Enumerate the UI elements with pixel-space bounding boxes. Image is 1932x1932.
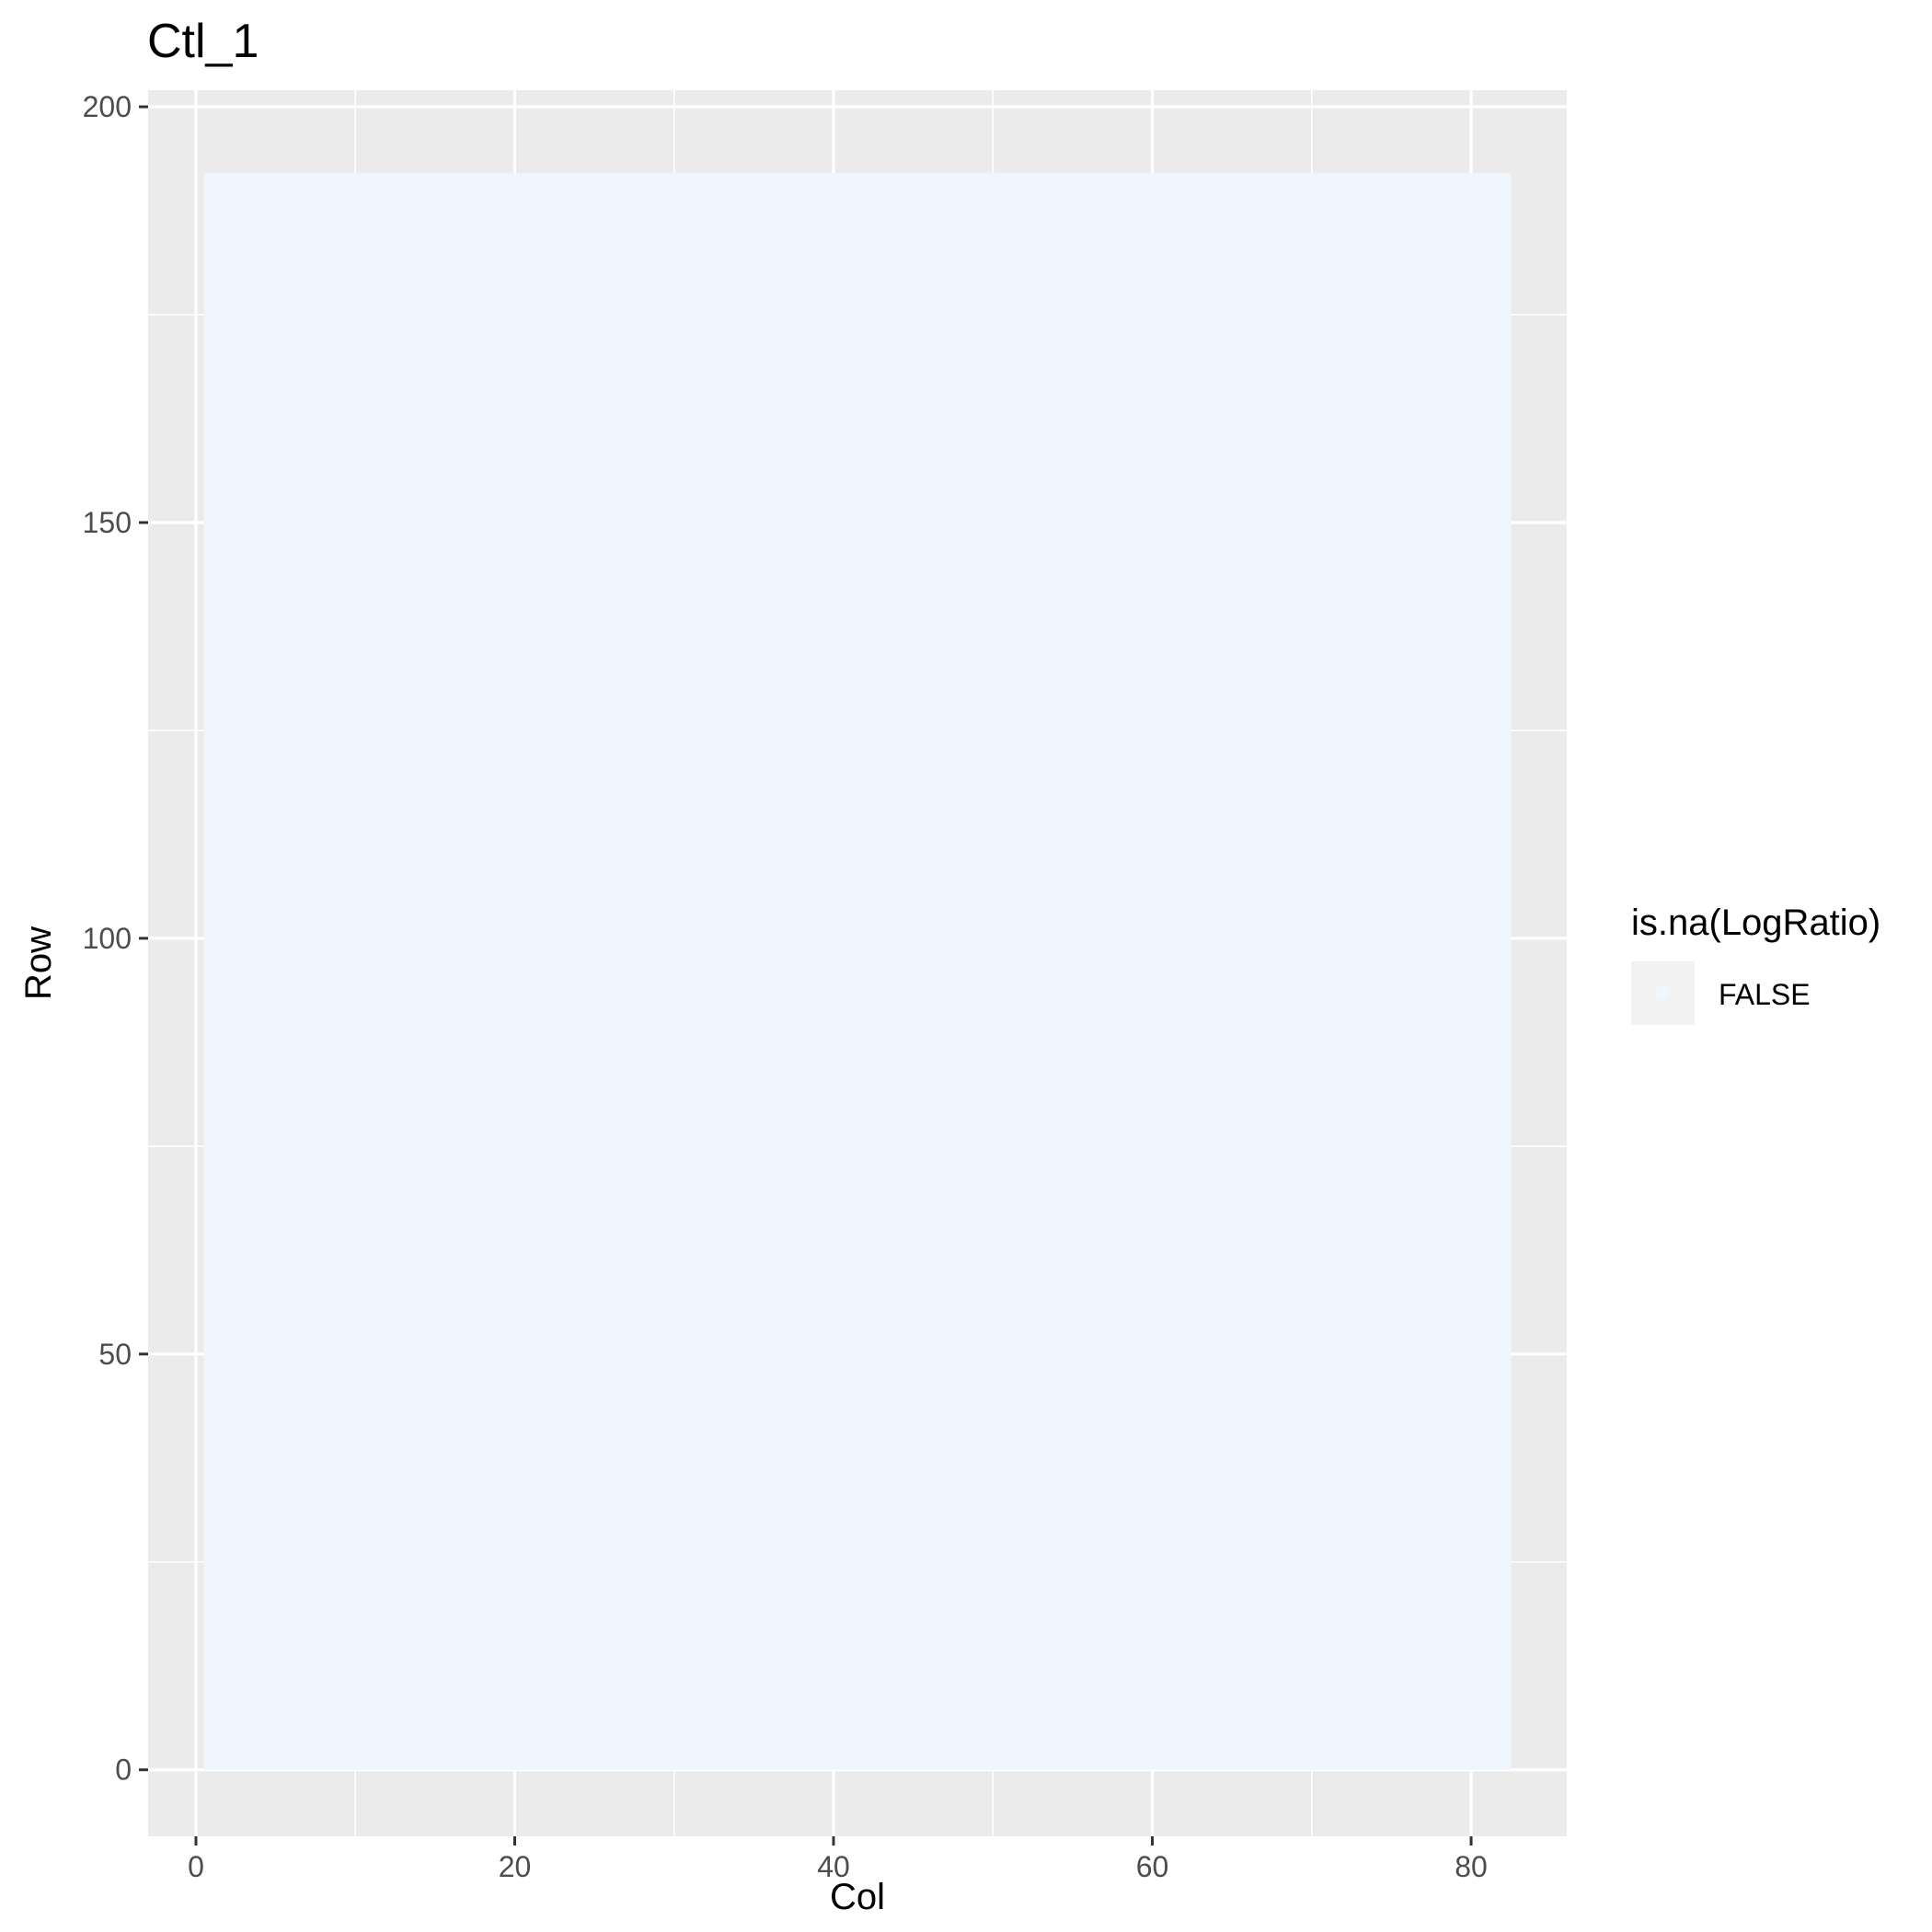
x-tick-label: 80: [1455, 1850, 1488, 1883]
x-tick-label: 0: [188, 1850, 204, 1883]
y-tick-label: 100: [83, 922, 132, 955]
y-tick-label: 150: [83, 506, 132, 539]
y-axis-title: Row: [18, 926, 59, 1000]
x-tick-label: 20: [499, 1850, 532, 1883]
x-axis: 0 20 40 60 80: [188, 1836, 1488, 1883]
legend-label-false: FALSE: [1719, 978, 1811, 1011]
y-tick-label: 0: [115, 1754, 132, 1787]
y-axis: 0 50 100 150 200: [83, 90, 148, 1787]
heatmap-tiles-false: [203, 173, 1512, 1770]
x-axis-title: Col: [830, 1877, 885, 1917]
x-tick-label: 60: [1136, 1850, 1169, 1883]
legend-key-swatch: [1655, 985, 1671, 1001]
y-tick-label: 200: [83, 90, 132, 123]
legend-title: is.na(LogRatio): [1631, 903, 1880, 943]
legend: is.na(LogRatio) FALSE: [1631, 903, 1880, 1025]
chart-title: Ctl_1: [147, 15, 259, 68]
x-tick-label: 40: [817, 1850, 850, 1883]
y-tick-label: 50: [98, 1338, 132, 1371]
